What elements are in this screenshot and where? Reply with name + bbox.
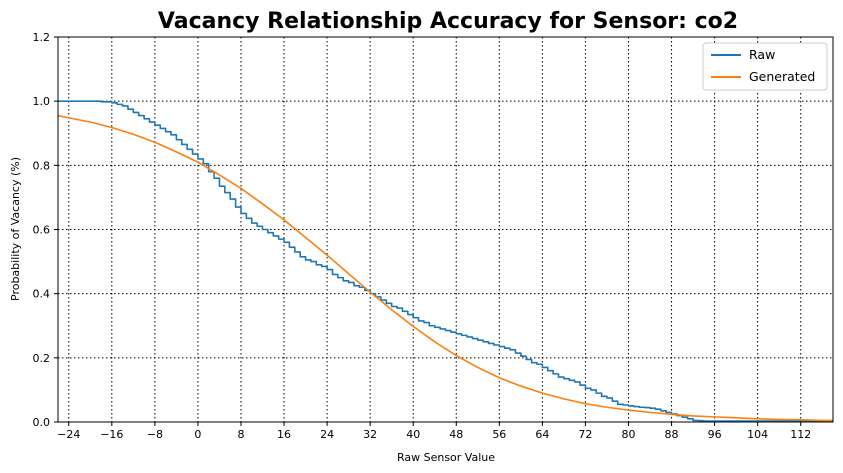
x-tick-label: 0 — [194, 428, 201, 441]
x-tick-label: 88 — [665, 428, 679, 441]
x-tick-label: 8 — [237, 428, 244, 441]
y-axis-ticks: 0.0 0.2 0.4 0.6 0.8 1.0 1.2 — [33, 31, 58, 429]
y-tick-label: 1.0 — [33, 95, 51, 108]
legend: Raw Generated — [702, 42, 828, 91]
y-tick-label: 0.8 — [33, 159, 51, 172]
series-line-generated — [57, 114, 833, 422]
legend-label-raw: Raw — [749, 47, 775, 62]
x-tick-label: 64 — [535, 428, 549, 441]
y-tick-label: 1.2 — [33, 31, 51, 44]
x-tick-label: 16 — [277, 428, 291, 441]
x-tick-label: 56 — [492, 428, 506, 441]
x-tick-label: 48 — [449, 428, 463, 441]
chart-title: Vacancy Relationship Accuracy for Sensor… — [158, 9, 738, 34]
y-tick-label: 0.6 — [33, 224, 51, 237]
x-tick-label: 96 — [708, 428, 722, 441]
y-axis-label: Probability of Vacancy (%) — [9, 157, 22, 301]
x-tick-label: −8 — [147, 428, 163, 441]
x-axis-label: Raw Sensor Value — [397, 451, 495, 464]
grid — [58, 36, 833, 423]
x-tick-label: 32 — [363, 428, 377, 441]
x-tick-label: 24 — [320, 428, 334, 441]
x-tick-label: 112 — [790, 428, 811, 441]
x-tick-label: 72 — [578, 428, 592, 441]
legend-label-generated: Generated — [749, 69, 815, 84]
y-tick-label: 0.0 — [33, 416, 51, 429]
x-tick-label: 104 — [747, 428, 768, 441]
series-layer — [57, 100, 833, 422]
x-tick-label: −24 — [57, 428, 80, 441]
x-tick-label: −16 — [100, 428, 123, 441]
series-line-raw — [58, 100, 833, 422]
x-tick-label: 80 — [621, 428, 635, 441]
x-tick-label: 40 — [406, 428, 420, 441]
x-axis-ticks: −24 −16 −8 0 8 16 24 32 40 48 56 64 72 80 88 96 104 112 — [57, 422, 811, 441]
y-tick-label: 0.4 — [33, 288, 51, 301]
y-tick-label: 0.2 — [33, 352, 51, 365]
